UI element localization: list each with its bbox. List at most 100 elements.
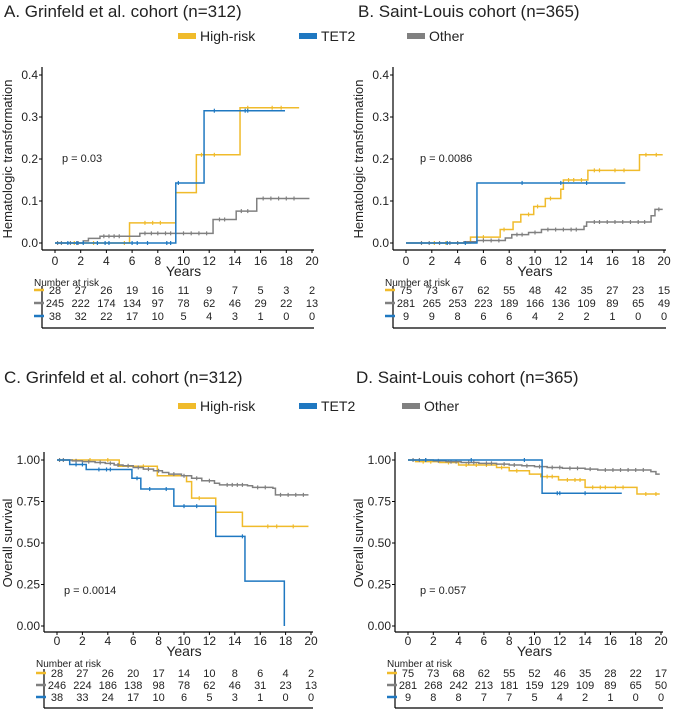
risk-table-cell: 0: [283, 692, 289, 704]
step-curve: [408, 459, 660, 495]
x-tick-label: 6: [480, 254, 487, 268]
risk-table-cell: 17: [152, 668, 164, 680]
series-high-risk: [406, 152, 663, 245]
step-curve: [408, 459, 660, 475]
step-curve: [57, 459, 309, 496]
x-tick-label: 0: [52, 254, 59, 268]
risk-table-cell: 22: [630, 668, 642, 680]
risk-table-cell: 28: [51, 668, 63, 680]
km-chart-c: 0.000.250.500.751.000 2 4 6 8 10 12 14 16 18 20Yea…: [0, 452, 318, 709]
risk-table-cell: 75: [400, 285, 412, 297]
risk-table-cell: 0: [661, 311, 667, 323]
x-tick-label: 18: [629, 634, 643, 648]
y-axis-label: Hematologic transformation: [351, 80, 366, 239]
risk-table-cell: 46: [554, 668, 566, 680]
risk-table-cell: 73: [427, 668, 439, 680]
risk-table-cell: 134: [123, 298, 141, 310]
x-tick-label: 4: [454, 254, 461, 268]
p-value-annotation: p = 0.03: [62, 153, 102, 165]
risk-table-cell: 136: [552, 298, 570, 310]
legend-item-tet2: TET2: [299, 398, 355, 414]
x-tick-label: 14: [228, 634, 242, 648]
x-tick-label: 4: [104, 634, 111, 648]
risk-table-cell: 0: [309, 311, 315, 323]
risk-table-cell: 17: [126, 311, 138, 323]
series-high-risk: [55, 105, 300, 245]
risk-table-cell: 65: [630, 680, 642, 692]
risk-table-cell: 1: [257, 692, 263, 704]
y-tick-label: 0.50: [17, 536, 41, 550]
risk-table-cell: 14: [178, 668, 190, 680]
x-tick-label: 0: [403, 254, 410, 268]
km-chart-b: 0.00.10.20.30.40 2 4 6 8 10 12 14 16 18 20YearsHem…: [351, 67, 671, 329]
risk-table-cell: 17: [655, 668, 667, 680]
legend-swatch-high-risk: [178, 33, 196, 39]
p-value-annotation: p = 0.0014: [64, 585, 116, 597]
risk-table-cell: 166: [526, 298, 544, 310]
risk-table-cell: 7: [481, 692, 487, 704]
risk-table-cell: 8: [455, 311, 461, 323]
risk-table-cell: 98: [152, 680, 164, 692]
x-tick-label: 12: [554, 254, 568, 268]
x-tick-label: 6: [129, 254, 136, 268]
panel-title: C. Grinfeld et al. cohort (n=312): [4, 368, 243, 387]
risk-table-label: Number at risk: [385, 278, 451, 289]
risk-table-cell: 3: [232, 692, 238, 704]
risk-table-cell: 22: [100, 311, 112, 323]
risk-table-cell: 23: [632, 285, 644, 297]
risk-table-cell: 9: [405, 692, 411, 704]
risk-table-cell: 7: [506, 692, 512, 704]
risk-table-cell: 22: [280, 298, 292, 310]
y-tick-label: 0.75: [368, 495, 392, 509]
risk-table-cell: 50: [655, 680, 667, 692]
risk-table-cell: 9: [206, 285, 212, 297]
legend-item-other: Other: [402, 398, 459, 414]
x-tick-label: 20: [657, 254, 671, 268]
series-tet2: [57, 459, 286, 626]
x-axis-label: Years: [166, 263, 201, 279]
risk-table-cell: 245: [46, 298, 64, 310]
risk-table-cell: 159: [525, 680, 543, 692]
risk-table-cell: 186: [99, 680, 117, 692]
risk-table-cell: 3: [232, 311, 238, 323]
risk-table-cell: 48: [529, 285, 541, 297]
risk-table-cell: 7: [232, 285, 238, 297]
risk-table-cell: 242: [449, 680, 467, 692]
panel-b: B. Saint-Louis cohort (n=365) Other 0.0 0…: [336, 0, 672, 356]
step-curve: [57, 459, 286, 626]
p-value-annotation: p = 0.0086: [420, 153, 472, 165]
risk-table-cell: 9: [429, 311, 435, 323]
risk-table-label: Number at risk: [34, 278, 100, 289]
legend-swatch-high-risk: [178, 403, 196, 409]
step-curve: [55, 107, 300, 244]
risk-table-cell: 189: [500, 298, 518, 310]
x-tick-label: 14: [228, 254, 242, 268]
step-curve: [55, 197, 310, 244]
x-tick-label: 6: [130, 634, 137, 648]
panel-title: D. Saint-Louis cohort (n=365): [356, 368, 579, 387]
risk-table-cell: 26: [100, 285, 112, 297]
risk-table-cell: 5: [180, 311, 186, 323]
risk-table-cell: 38: [51, 692, 63, 704]
x-tick-label: 2: [77, 254, 84, 268]
risk-table-cell: 46: [229, 298, 241, 310]
panel-a: A. Grinfeld et al. cohort (n=312) High-r…: [0, 0, 355, 356]
risk-table-cell: 10: [203, 668, 215, 680]
y-tick-label: 0.1: [21, 194, 38, 208]
risk-table-cell: 0: [635, 311, 641, 323]
risk-table-cell: 52: [528, 668, 540, 680]
legend-item-other: Other: [407, 28, 464, 44]
risk-table-cell: 109: [577, 298, 595, 310]
risk-table-cell: 68: [452, 668, 464, 680]
y-tick-label: 0.3: [372, 110, 389, 124]
risk-table-cell: 0: [658, 692, 664, 704]
x-tick-label: 0: [54, 634, 61, 648]
x-tick-label: 10: [177, 634, 191, 648]
risk-table-cell: 38: [49, 311, 61, 323]
risk-table-cell: 33: [76, 692, 88, 704]
risk-table-cell: 0: [283, 311, 289, 323]
legend-label: Other: [429, 28, 465, 44]
risk-table-cell: 26: [102, 668, 114, 680]
risk-table-cell: 19: [126, 285, 138, 297]
step-curve: [55, 109, 286, 244]
